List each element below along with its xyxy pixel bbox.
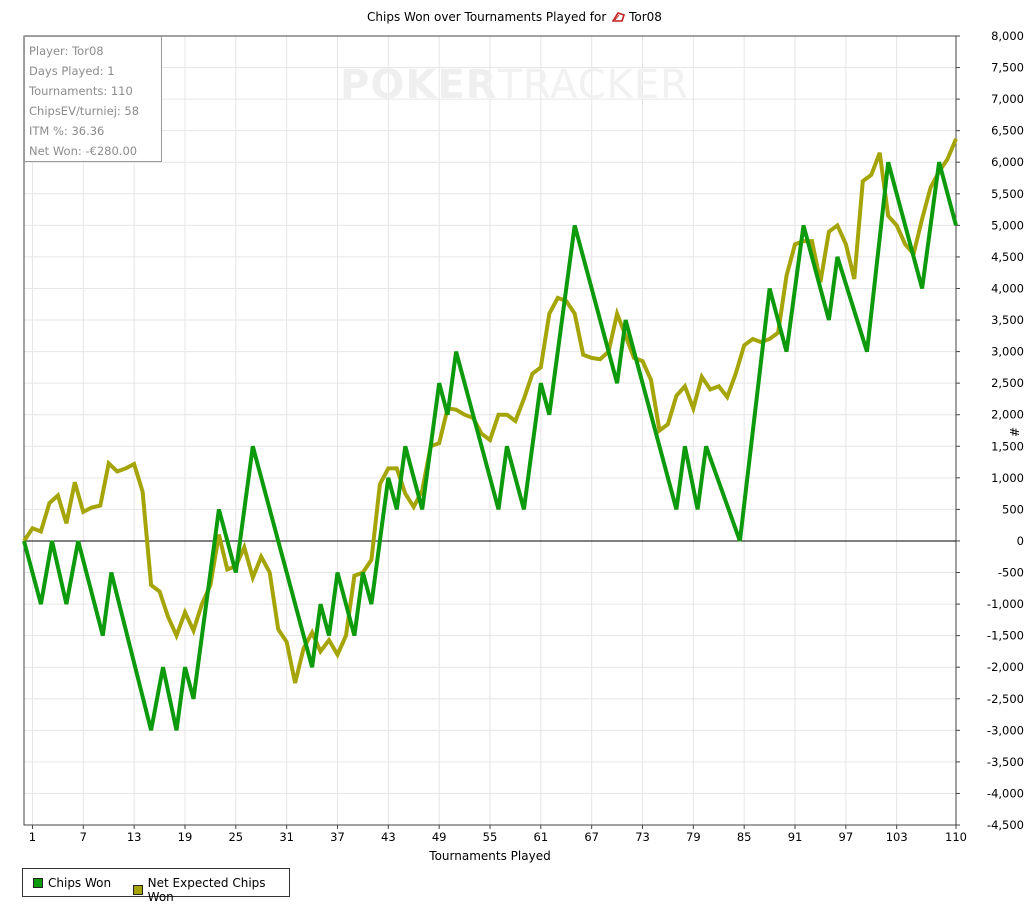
x-tick-label: 37 [330,830,345,844]
watermark-text-tracker: TRACKER [497,62,689,108]
chart-title: Chips Won over Tournaments Played for To… [0,10,1029,24]
chart-title-player: Tor08 [629,10,662,24]
y-tick-label: 4,500 [991,250,1024,264]
stat-days-played: Days Played: 1 [29,64,115,78]
y-tick-label: 4,000 [991,281,1024,295]
x-tick-label: 67 [584,830,599,844]
y-tick-label: 7,500 [991,61,1024,75]
y-tick-label: 2,000 [991,408,1024,422]
series [22,138,958,731]
x-tick-label: 85 [737,830,752,844]
y-tick-label: -3,000 [987,723,1024,737]
y-tick-label: 5,500 [991,187,1024,201]
y-tick-label: -3,500 [987,755,1024,769]
x-tick-label: 55 [483,830,498,844]
x-tick-label: 73 [635,830,650,844]
watermark-text-poker: POKER [340,62,498,108]
legend-label-net-expected: Net Expected Chips Won [147,876,266,904]
x-tick-label: 19 [178,830,193,844]
stat-player: Player: Tor08 [29,44,104,58]
legend-item-net-expected[interactable]: Net Expected Chips Won [133,876,289,904]
x-axis-ticks: 1 7 13 19 25 31 37 43 49 55 61 67 73 79 85 91 97 103 110 [29,825,967,844]
grid [24,35,957,826]
legend-label-chips-won: Chips Won [48,876,112,890]
y-tick-label: 1,000 [991,471,1024,485]
stat-chips-ev: ChipsEV/turniej: 58 [29,104,140,118]
series-line-chips-won [22,161,958,731]
x-tick-label: 79 [686,830,701,844]
chart-title-text: Chips Won over Tournaments Played for [367,10,607,24]
x-tick-label: 25 [228,830,243,844]
legend: Chips Won Net Expected Chips Won [22,868,290,904]
x-axis-label: Tournaments Played [428,849,550,863]
x-tick-label: 97 [839,830,854,844]
y-tick-label: -2,500 [987,692,1024,706]
x-tick-label: 13 [127,830,142,844]
y-tick-label: 0 [1017,534,1024,548]
x-tick-label: 91 [788,830,803,844]
y-tick-label: 6,500 [991,124,1024,138]
y-tick-label: 3,000 [991,345,1024,359]
y-tick-label: -4,500 [987,818,1024,832]
y-axis-label: # [1007,427,1021,437]
y-tick-label: 2,500 [991,376,1024,390]
legend-item-chips-won[interactable]: Chips Won [33,876,111,890]
stat-itm: ITM %: 36.36 [29,124,105,138]
legend-swatch-chips-won [33,878,43,888]
y-tick-label: -4,000 [987,786,1024,800]
y-tick-label: -1,000 [987,597,1024,611]
y-tick-label: -1,500 [987,629,1024,643]
poker-tracker-watermark: POKERTRACKER [340,62,689,108]
x-tick-label: 31 [279,830,294,844]
player-icon [611,11,626,23]
x-tick-label: 110 [945,830,967,844]
y-tick-label: 5,000 [991,218,1024,232]
x-tick-label: 49 [432,830,447,844]
y-tick-label: 7,000 [991,92,1024,106]
x-tick-label: 7 [80,830,87,844]
x-tick-label: 1 [29,830,36,844]
legend-swatch-net-expected [133,885,143,895]
x-tick-label: 103 [886,830,908,844]
x-tick-label: 43 [381,830,396,844]
y-tick-label: -2,000 [987,660,1024,674]
stats-box: Player: Tor08 Days Played: 1 Tournaments… [24,36,162,162]
y-tick-label: 8,000 [991,29,1024,43]
y-tick-label: 6,000 [991,155,1024,169]
y-axis-ticks: 8,000 7,500 7,000 6,500 6,000 5,500 5,000 4,500… [956,29,1024,832]
y-tick-label: 500 [1002,502,1024,516]
stat-net-won: Net Won: -€280.00 [29,144,138,158]
x-tick-label: 61 [534,830,549,844]
y-tick-label: 3,500 [991,313,1024,327]
stat-tournaments: Tournaments: 110 [29,84,133,98]
y-tick-label: -500 [998,566,1024,580]
y-tick-label: 1,500 [991,439,1024,453]
